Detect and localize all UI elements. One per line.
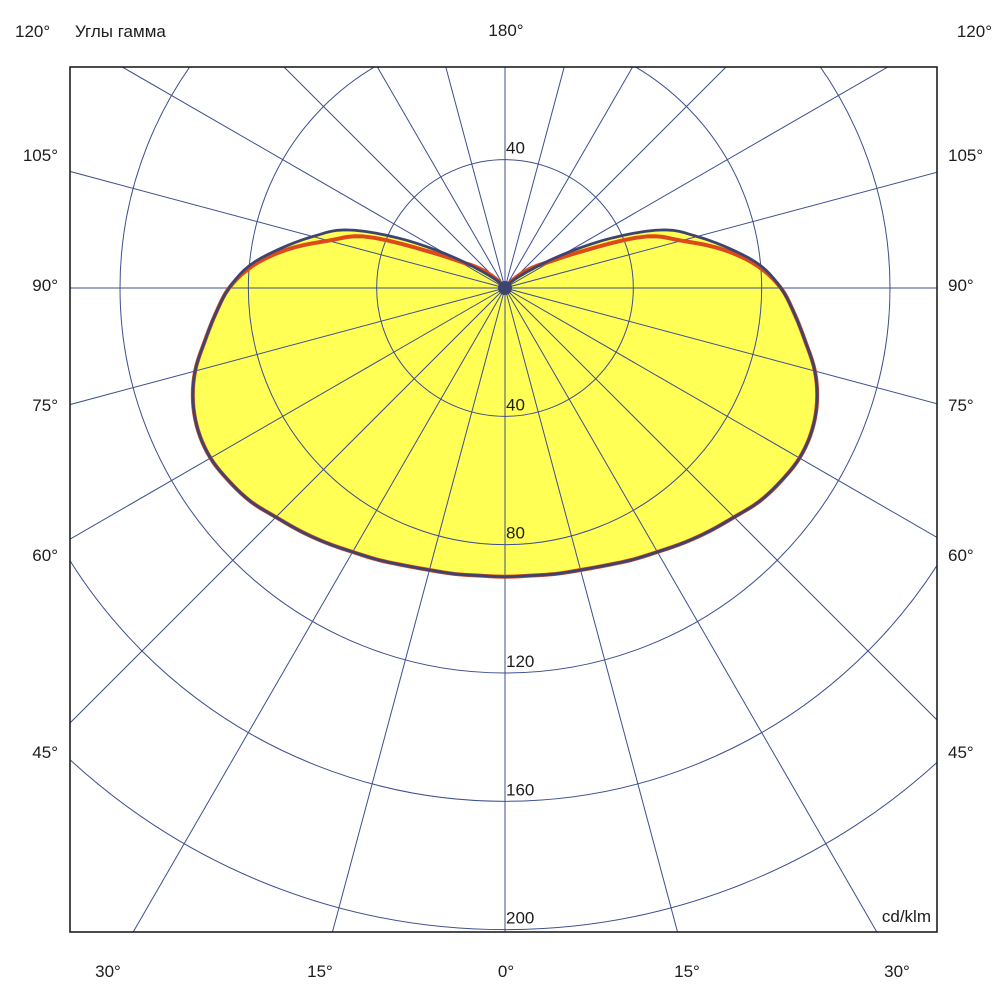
angular-grid-ray [504,67,634,289]
gamma-label-bottom-1: 15° [307,962,333,981]
gamma-label-right-60°: 60° [948,546,974,565]
angular-grid-ray [504,67,727,289]
unit-label: cd/klm [882,907,931,926]
gamma-label-bottom-4: 30° [884,962,910,981]
radial-tick-label-40: 40 [506,395,525,414]
corner-angle-label-left: 120° [15,22,50,41]
angular-grid-ray [121,67,506,289]
top-angle-label: 180° [488,21,523,40]
angular-grid-ray [70,287,506,724]
curve-blue [191,228,819,579]
radial-tick-label-160: 160 [506,780,534,799]
gamma-label-right-90°: 90° [948,276,974,295]
gamma-label-left-105°: 105° [23,146,58,165]
angular-grid-ray [504,287,679,932]
angular-grid-ray [504,287,878,932]
angular-grid-ray [283,67,506,289]
gamma-label-bottom-3: 15° [674,962,700,981]
gamma-label-bottom-2: 0° [498,962,514,981]
angular-grid-ray [376,67,506,289]
angular-grid-ray [331,287,506,932]
angular-grid-ray [445,67,506,289]
radial-tick-label-upper-40: 40 [506,139,525,158]
angular-grid-ray [504,287,937,405]
angular-grid-ray [132,287,506,932]
gamma-label-right-105°: 105° [948,146,983,165]
center-dot [498,281,512,295]
gamma-label-bottom-0: 30° [95,962,121,981]
gamma-label-left-60°: 60° [32,546,58,565]
gamma-label-left-75°: 75° [32,396,58,415]
angular-grid-ray [504,67,565,289]
angular-grid-ray [504,287,937,538]
angular-grid-ray [504,287,937,721]
radial-tick-label-80: 80 [506,524,525,543]
gamma-label-right-45°: 45° [948,743,974,762]
plot-frame [69,66,938,933]
corner-angle-label-right: 120° [957,22,992,41]
chart-title: Углы гамма [75,22,166,41]
angular-grid-ray [504,67,889,289]
gamma-label-left-45°: 45° [32,743,58,762]
radial-tick-label-200: 200 [506,909,534,928]
angular-grid-ray [70,287,506,540]
gamma-label-left-90°: 90° [32,276,58,295]
gamma-label-right-75°: 75° [948,396,974,415]
radial-tick-label-120: 120 [506,652,534,671]
angular-grid-ray [70,287,506,406]
